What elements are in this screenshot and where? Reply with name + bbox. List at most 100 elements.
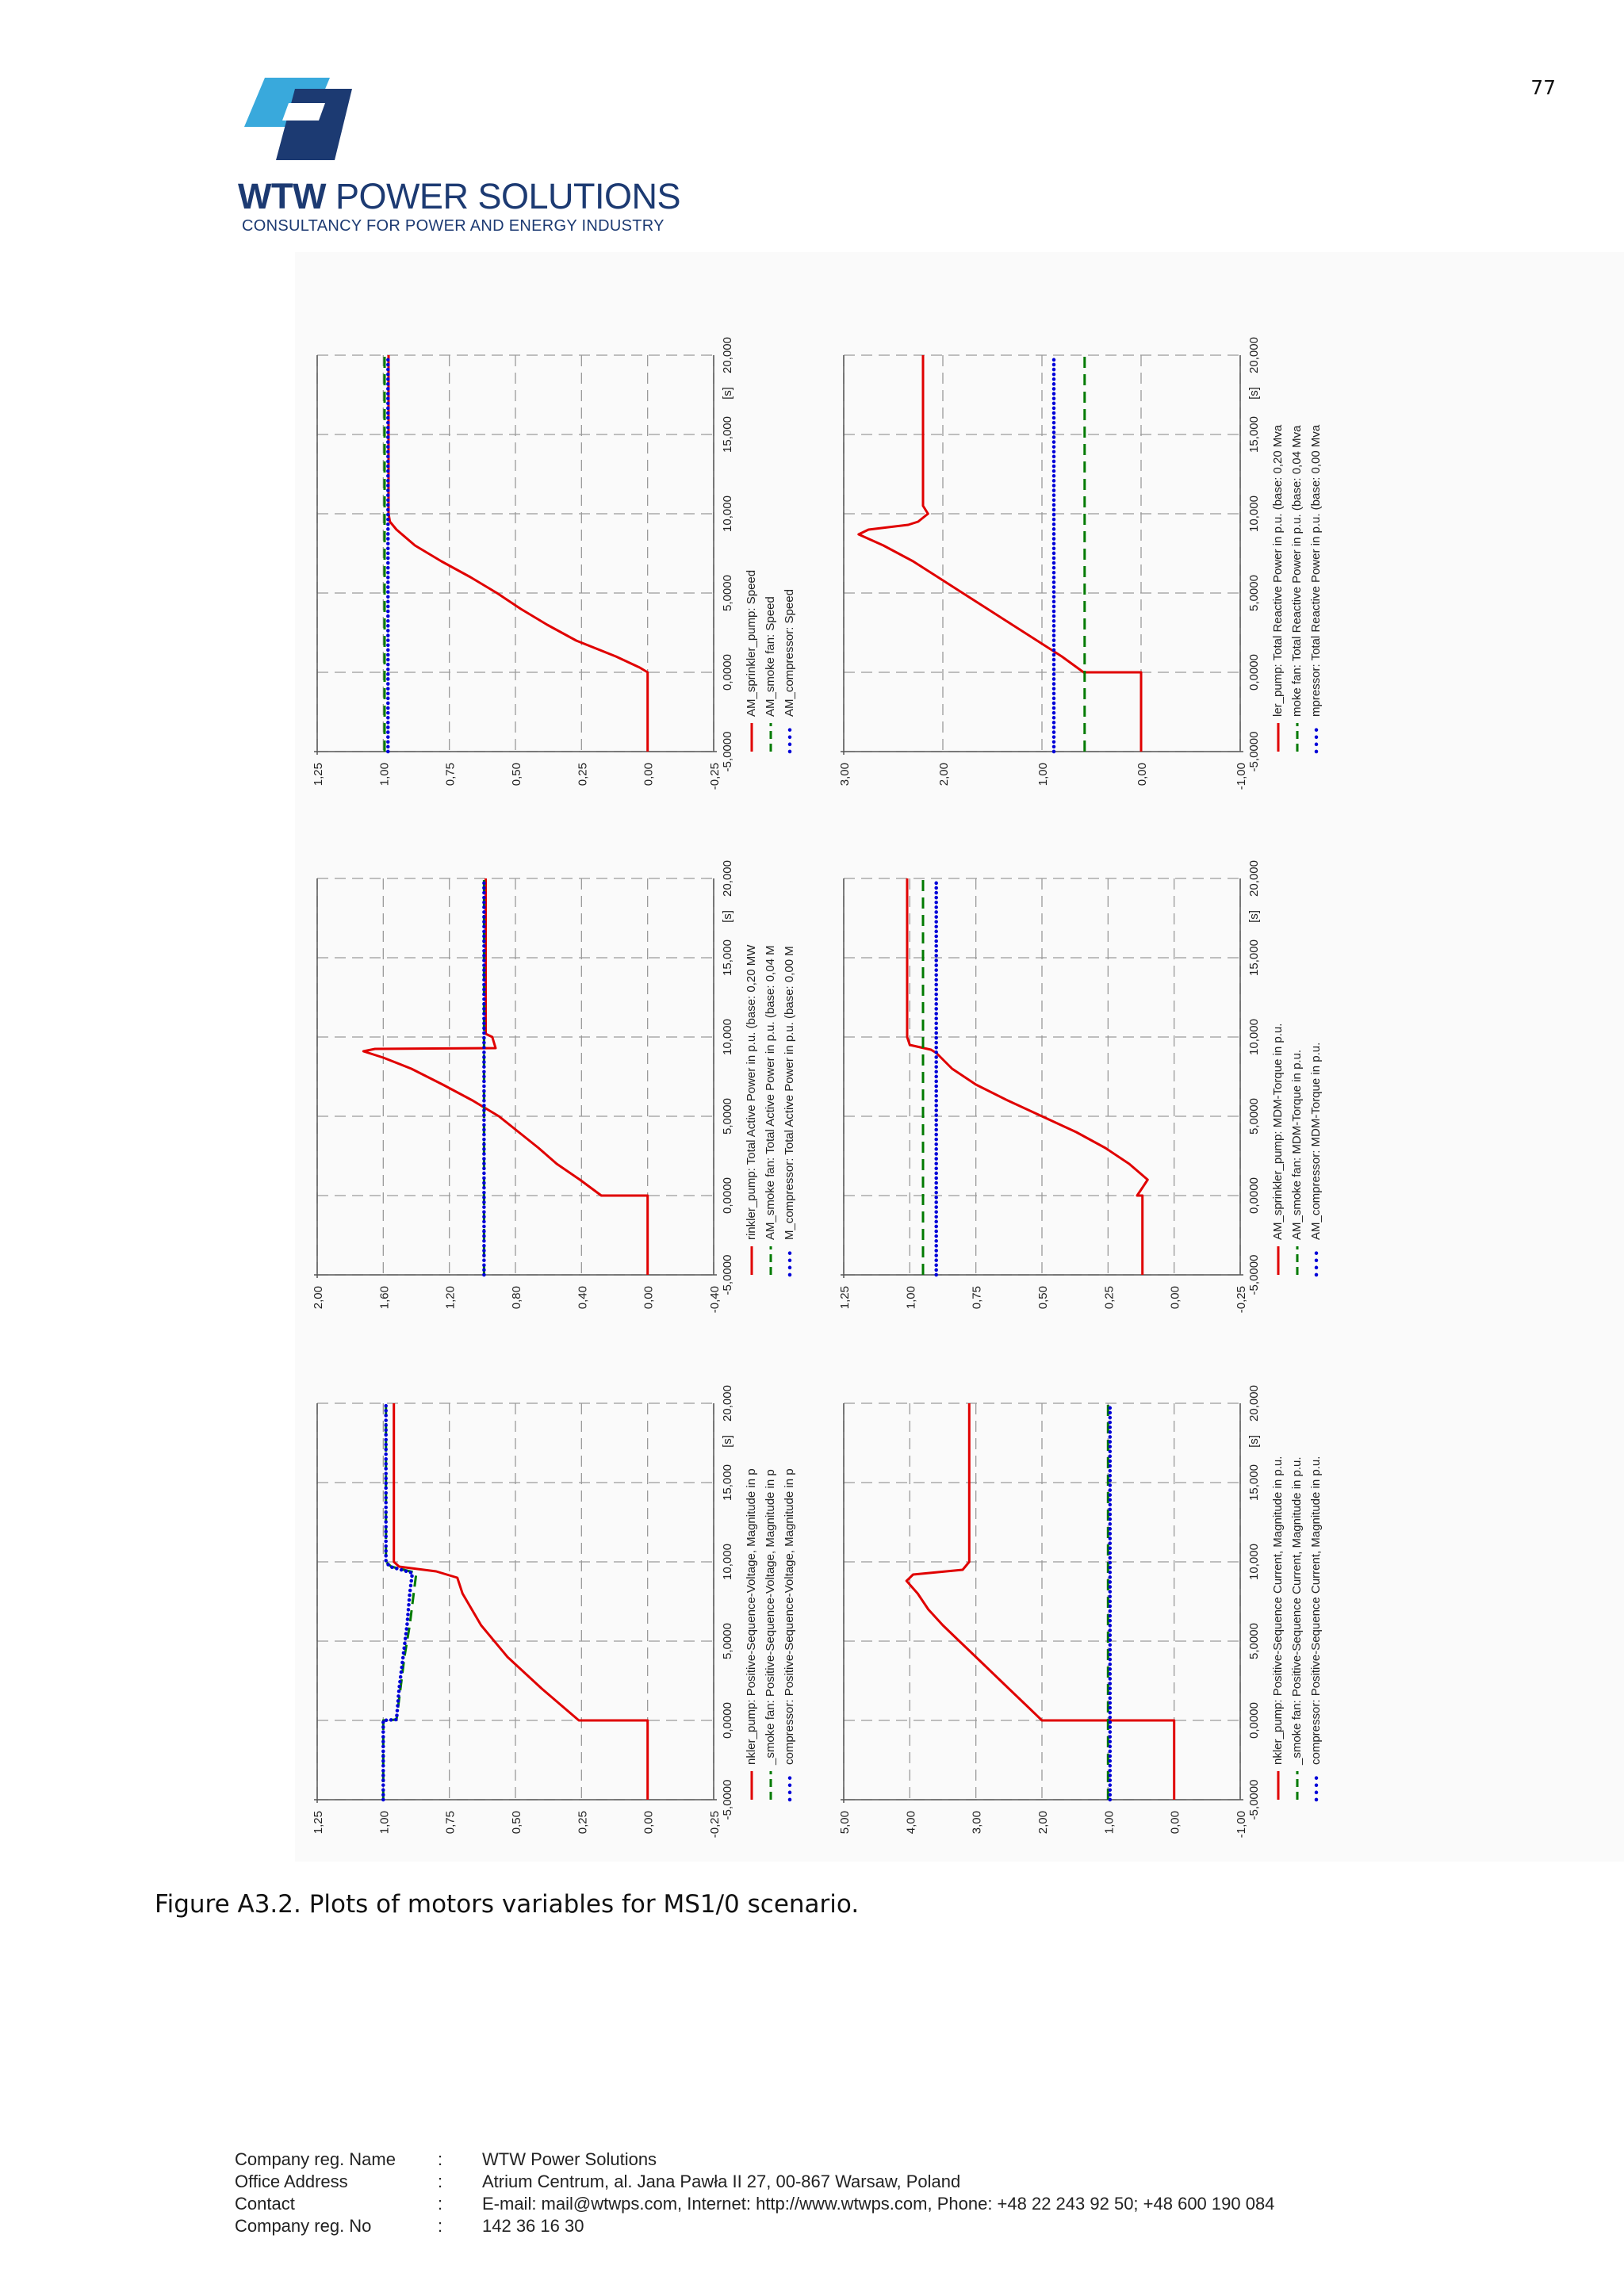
time-tick-label: 0,0000 (1247, 1702, 1261, 1739)
series-line-red (905, 1403, 1176, 1800)
time-tick-label: 15,000 (1247, 416, 1261, 453)
time-tick-label: -5,0000 (1247, 1780, 1261, 1820)
time-tick-label: 15,000 (721, 1464, 734, 1501)
value-tick-label: -0,25 (708, 763, 722, 790)
value-tick-label: 0,75 (971, 1286, 984, 1309)
chart-1: 1,25 1,00 0,75 0,50 0,25 0,00 -0,25-5,0000 0,00… (312, 337, 796, 790)
time-tick-label: 0,0000 (721, 1702, 734, 1739)
footer-row: Contact: E-mail: mail@wtwps.com, Internet… (235, 2193, 1274, 2215)
legend-label: AM_compressor: Speed (783, 589, 796, 717)
value-tick-label: 3,00 (838, 763, 852, 786)
time-tick-label: 10,000 (1247, 1544, 1261, 1580)
chart-3: 1,25 1,00 0,75 0,50 0,25 0,00 -0,25-5,0000 0,00… (312, 1385, 796, 1838)
time-tick-label: -5,0000 (721, 1780, 734, 1820)
footer-label: Office Address (235, 2172, 348, 2191)
legend-label: AM_smoke fan: MDM-Torque in p.u. (1290, 1050, 1304, 1240)
value-tick-label: 0,25 (576, 763, 589, 786)
time-tick-label: 5,0000 (1247, 1623, 1261, 1659)
value-tick-label: 0,80 (510, 1286, 523, 1309)
value-tick-label: 0,00 (1169, 1811, 1182, 1834)
legend-label: _smoke fan: Positive-Sequence-Voltage, M… (764, 1469, 777, 1766)
brand-rest: POWER SOLUTIONS (325, 176, 681, 216)
series-line-blue (381, 1401, 415, 1802)
time-tick-label: 10,000 (1247, 1019, 1261, 1055)
legend-label: AM_compressor: MDM-Torque in p.u. (1309, 1043, 1323, 1240)
value-tick-label: 0,50 (510, 763, 523, 786)
footer-separator: : (438, 2149, 443, 2169)
value-tick-label: 1,00 (1036, 763, 1050, 786)
legend-label: _smoke fan: Positive-Sequence Current, M… (1290, 1456, 1304, 1766)
legend-label: rinkler_pump: Total Active Power in p.u.… (745, 944, 758, 1240)
time-tick-label: 5,0000 (721, 575, 734, 611)
series-line-red (362, 878, 649, 1275)
value-tick-label: 0,75 (444, 1811, 458, 1834)
value-tick-label: 1,25 (312, 763, 325, 786)
time-tick-label: 0,0000 (721, 654, 734, 691)
footer-value: E-mail: mail@wtwps.com, Internet: http:/… (482, 2194, 1275, 2214)
time-tick-label: 0,0000 (1247, 654, 1261, 691)
company-footer: Company reg. Name: WTW Power Solutions Off… (235, 2149, 1274, 2237)
value-tick-label: 3,00 (971, 1811, 984, 1834)
footer-label: Company reg. No (235, 2216, 372, 2236)
time-tick-label: 20,000 (1247, 337, 1261, 373)
legend-label: ler_pump: Total Reactive Power in p.u. (… (1271, 424, 1285, 717)
motor-plots-figure: 1,25 1,00 0,75 0,50 0,25 0,00 -0,25-5,00000,00… (312, 337, 1323, 1838)
time-tick-label: 5,0000 (1247, 1098, 1261, 1135)
legend-label: AM_smoke fan: Speed (764, 596, 777, 717)
footer-row: Company reg. No: 142 36 16 30 (235, 2215, 1274, 2237)
time-tick-label: 15,000 (1247, 1464, 1261, 1501)
time-tick-label: 5,0000 (1247, 575, 1261, 611)
value-tick-label: 2,00 (937, 763, 951, 786)
legend-label: nkler_pump: Positive-Sequence Current, M… (1271, 1456, 1285, 1765)
value-tick-label: 1,20 (444, 1286, 458, 1309)
footer-value: 142 36 16 30 (482, 2216, 584, 2236)
brand-name: WTW POWER SOLUTIONS (238, 176, 681, 217)
figure-caption: Figure A3.2. Plots of motors variables f… (155, 1890, 860, 1919)
time-tick-label: 15,000 (721, 939, 734, 976)
time-tick-label: [s] (1247, 910, 1261, 923)
value-tick-label: 1,00 (377, 1811, 391, 1834)
series-line-red (906, 878, 1149, 1275)
time-tick-label: -5,0000 (721, 732, 734, 772)
time-tick-label: 10,000 (721, 1019, 734, 1055)
value-tick-label: 0,25 (576, 1811, 589, 1834)
time-tick-label: [s] (721, 1435, 734, 1448)
time-tick-label: 20,000 (721, 860, 734, 897)
value-tick-label: 0,00 (642, 1286, 656, 1309)
value-tick-label: 5,00 (838, 1811, 852, 1834)
time-tick-label: 5,0000 (721, 1098, 734, 1135)
value-tick-label: 0,40 (576, 1286, 589, 1309)
legend-label: AM_sprinkler_pump: MDM-Torque in p.u. (1271, 1024, 1285, 1240)
value-tick-label: 2,00 (312, 1286, 325, 1309)
value-tick-label: 1,25 (312, 1811, 325, 1834)
value-tick-label: 0,75 (444, 763, 458, 786)
time-tick-label: [s] (1247, 387, 1261, 400)
plots-background (295, 252, 1624, 1862)
time-tick-label: 10,000 (1247, 496, 1261, 532)
logo-white-notch (282, 103, 325, 121)
footer-label: Contact (235, 2194, 295, 2214)
series-line-red (857, 355, 1143, 752)
time-tick-label: 0,0000 (1247, 1177, 1261, 1214)
value-tick-label: -1,00 (1235, 1811, 1248, 1838)
footer-separator: : (438, 2216, 443, 2236)
footer-separator: : (438, 2194, 443, 2214)
time-tick-label: -5,0000 (721, 1255, 734, 1295)
legend-label: M_compressor: Total Active Power in p.u.… (783, 946, 796, 1240)
footer-separator: : (438, 2172, 443, 2191)
brand-tagline: CONSULTANCY FOR POWER AND ENERGY INDUSTR… (242, 217, 665, 235)
time-tick-label: -5,0000 (1247, 1255, 1261, 1295)
time-tick-label: 15,000 (1247, 939, 1261, 976)
footer-row: Office Address: Atrium Centrum, al. Jana … (235, 2171, 1274, 2193)
value-tick-label: 1,00 (377, 763, 391, 786)
time-tick-label: 20,000 (1247, 860, 1261, 897)
value-tick-label: 0,50 (1036, 1286, 1050, 1309)
chart-2: 2,00 1,60 1,20 0,80 0,40 0,00 -0,40-5,0000 0,00… (312, 860, 796, 1313)
legend-label: AM_sprinkler_pump: Speed (745, 570, 758, 717)
value-tick-label: 1,25 (838, 1286, 852, 1309)
value-tick-label: -0,25 (708, 1811, 722, 1838)
time-tick-label: 20,000 (1247, 1385, 1261, 1422)
series-line-red (393, 1403, 649, 1800)
time-tick-label: [s] (721, 387, 734, 400)
value-tick-label: 0,00 (1169, 1286, 1182, 1309)
